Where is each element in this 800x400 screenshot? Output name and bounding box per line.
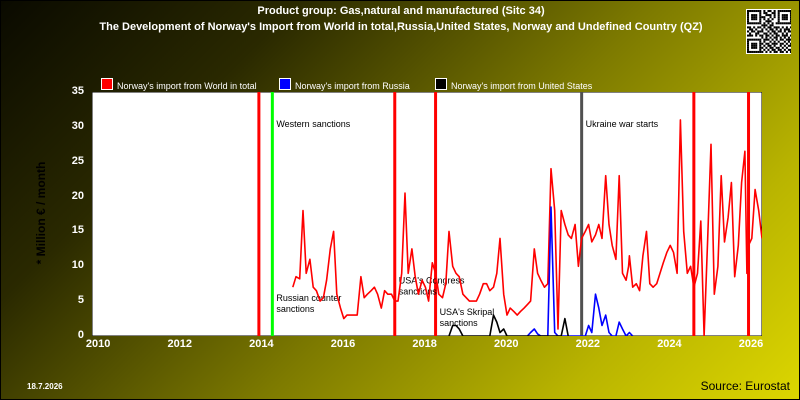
y-tick-label: 20 [71,189,84,202]
legend-label: Norway's import from United States [451,81,593,91]
y-tick-label: 25 [71,154,84,167]
event-label: Ukraine war starts [586,119,659,129]
chart-title: Product group: Gas,natural and manufactu… [257,5,545,17]
legend-swatch [279,78,291,90]
legend-item-russia: Norway's import from Russia [279,78,410,91]
y-tick-label: 10 [71,259,84,272]
source-label: Source: Eurostat [700,379,790,393]
event-label: Western sanctions [276,119,350,129]
x-tick-label: 2010 [85,338,111,350]
legend-label: Norway's import from World in total [117,81,257,91]
y-tick-label: 30 [71,119,84,132]
x-tick-label: 2022 [575,338,601,350]
series-line-united_states [448,314,569,336]
y-tick-label: 15 [71,224,84,237]
event-label: sanctions [440,318,479,328]
x-tick-label: 2024 [657,338,682,350]
legend-item-world: Norway's import from World in total [101,78,257,91]
x-tick-label: 2016 [330,338,356,350]
legend-swatch [101,78,113,90]
y-tick-label: 0 [77,329,84,341]
plot-background [92,92,762,336]
chart-subtitle: The Development of Norway's Import from … [99,21,703,33]
x-tick-label: 2026 [738,338,764,350]
qr-code-icon [746,9,791,54]
legend-label: Norway's import from Russia [295,81,410,91]
date-stamp: 18.7.2026 [27,382,63,391]
x-tick-label: 2020 [493,338,519,350]
x-tick-label: 2012 [167,338,193,350]
legend-swatch [435,78,447,90]
y-tick-label: 5 [77,294,84,307]
event-label: Russian counter [276,293,341,303]
x-tick-label: 2014 [249,338,274,350]
x-tick-label: 2018 [412,338,437,350]
legend-item-united_states: Norway's import from United States [435,78,592,91]
y-tick-label: 35 [71,85,84,97]
event-label: USA's Skripal [440,307,495,317]
y-axis-label: * Million € / month [34,161,48,265]
event-label: USA's Congress [399,276,465,286]
series-line-world [292,119,762,336]
event-label: sanctions [276,304,315,314]
